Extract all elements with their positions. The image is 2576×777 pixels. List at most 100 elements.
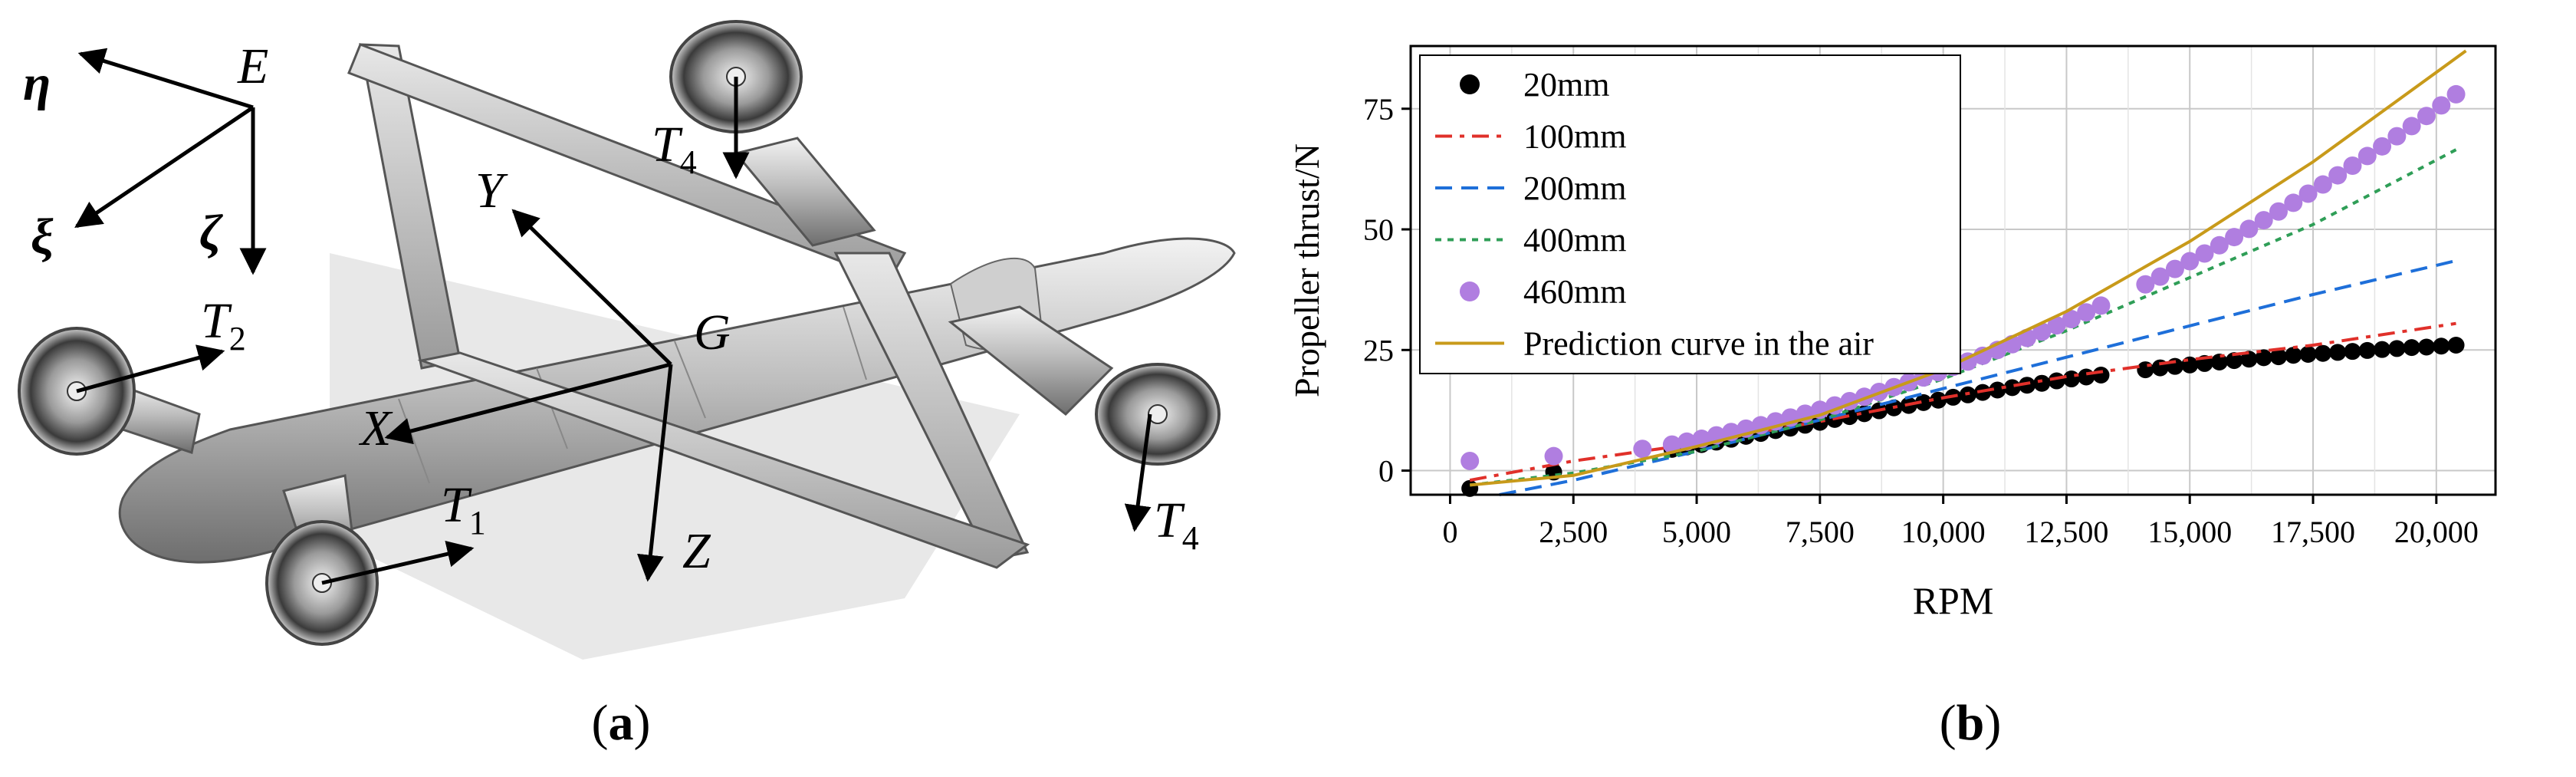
label-xi: ξ [31, 209, 54, 265]
data-point [1930, 391, 1947, 409]
data-point [2195, 244, 2214, 263]
data-point [2314, 344, 2331, 362]
series-200mm [1499, 258, 2456, 496]
data-point [1662, 435, 1681, 454]
body-frame-axes [384, 209, 673, 582]
data-point [2269, 202, 2288, 221]
y-tick-label: 50 [1363, 212, 1394, 247]
data-point [2329, 344, 2347, 361]
data-point [2255, 349, 2272, 367]
x-tick-label: 5,000 [1662, 515, 1731, 549]
xi-axis-arrow [74, 105, 255, 229]
thrust-arrows [76, 77, 1152, 585]
plot-frame [1409, 44, 2497, 496]
t2-thrust-arrow [76, 344, 225, 393]
data-point [2299, 345, 2317, 363]
data-point [2165, 259, 2184, 278]
aircraft-illustration: E η ξ ζ X Y Z G T2 T1 T4 T4 [18, 20, 1236, 660]
data-point [1544, 446, 1563, 466]
caption-a: (a) [591, 695, 651, 751]
data-point [2047, 316, 2066, 335]
data-point [2092, 367, 2110, 384]
y-tick-label: 25 [1363, 333, 1394, 367]
data-point [2091, 296, 2111, 315]
y-tick-label: 75 [1363, 92, 1394, 127]
y-axis-label: Propeller thrust/N [1287, 143, 1326, 397]
label-t4-rear: T4 [652, 117, 697, 181]
data-point [2062, 310, 2081, 329]
legend-label: 20mm [1523, 66, 1609, 104]
data-point [1460, 451, 1480, 470]
label-z-axis: Z [682, 523, 711, 579]
data-point [2373, 137, 2392, 156]
data-point [2048, 372, 2065, 390]
label-zeta: ζ [199, 205, 223, 261]
z-axis-arrow [636, 364, 673, 582]
chart-legend: 20mm 100mm 200mm 400mm 460mm Prediction curve… [1419, 54, 1961, 374]
thrust-chart: 0 2,500 5,000 7,500 10,000 12,500 15,000 17,500… [1287, 44, 2497, 622]
legend-label: 400mm [1523, 222, 1626, 259]
legend-marker [1460, 74, 1480, 94]
data-point [2344, 343, 2361, 361]
x-axis-label: RPM [1913, 579, 1994, 622]
data-point [2240, 351, 2258, 368]
x-tick-label: 10,000 [1901, 515, 1986, 549]
data-point [1989, 381, 2006, 399]
data-point [2210, 354, 2228, 371]
label-x-axis: X [358, 400, 393, 456]
data-point [2387, 127, 2407, 146]
x-tick-label: 0 [1442, 515, 1457, 549]
data-point [2374, 341, 2391, 358]
series-line [1499, 258, 2456, 496]
y-tick-label: 0 [1378, 454, 1394, 489]
data-point [2078, 368, 2095, 386]
label-t4-front: T4 [1154, 492, 1199, 557]
arm-front-right [948, 305, 1114, 416]
data-point [2402, 117, 2421, 136]
y-axis-arrow [511, 209, 672, 366]
x-tick-label: 12,500 [2024, 515, 2108, 549]
thrust-chart-panel: 0 2,500 5,000 7,500 10,000 12,500 15,000 17,500… [1257, 0, 2576, 690]
truss-frame [347, 43, 1030, 569]
x-tick-label: 2,500 [1539, 515, 1608, 549]
legend-label: 460mm [1523, 273, 1626, 311]
data-point [2313, 175, 2332, 194]
label-e: E [237, 38, 268, 94]
earth-frame-axes [74, 48, 267, 275]
data-point [2136, 275, 2155, 294]
legend-label: 200mm [1523, 170, 1626, 207]
x-axis-arrow [384, 362, 672, 445]
data-point [2239, 219, 2259, 239]
data-point [2032, 322, 2052, 341]
data-point [2432, 96, 2451, 115]
eta-axis-arrow [77, 48, 254, 110]
chart-series [1460, 49, 2467, 497]
data-point [2284, 193, 2303, 212]
data-point [2447, 337, 2465, 354]
data-point [2018, 377, 2036, 394]
data-point [2358, 147, 2377, 166]
data-point [2033, 374, 2051, 392]
legend-box [1419, 54, 1961, 374]
x-tick-label: 15,000 [2147, 515, 2232, 549]
data-point [2270, 348, 2287, 366]
data-point [2417, 107, 2436, 126]
data-point [2150, 267, 2170, 286]
data-point [2226, 352, 2243, 370]
series-line [1469, 321, 2456, 482]
data-point [2298, 184, 2318, 203]
data-point [2446, 84, 2466, 104]
data-point [2328, 166, 2348, 185]
legend-label: 100mm [1523, 118, 1626, 156]
t4-front-thrust-arrow [1124, 413, 1152, 532]
ground-shadow [330, 253, 1020, 660]
data-point [2358, 341, 2376, 359]
data-point [2285, 347, 2302, 364]
data-point [2062, 370, 2080, 388]
aircraft-illustration-panel: E η ξ ζ X Y Z G T2 T1 T4 T4 [0, 0, 1257, 690]
data-point [2077, 303, 2096, 322]
caption-b: (b) [1939, 695, 2002, 751]
thruster-t4-front [1095, 363, 1221, 466]
data-point [2180, 252, 2200, 271]
data-point [2254, 211, 2273, 230]
